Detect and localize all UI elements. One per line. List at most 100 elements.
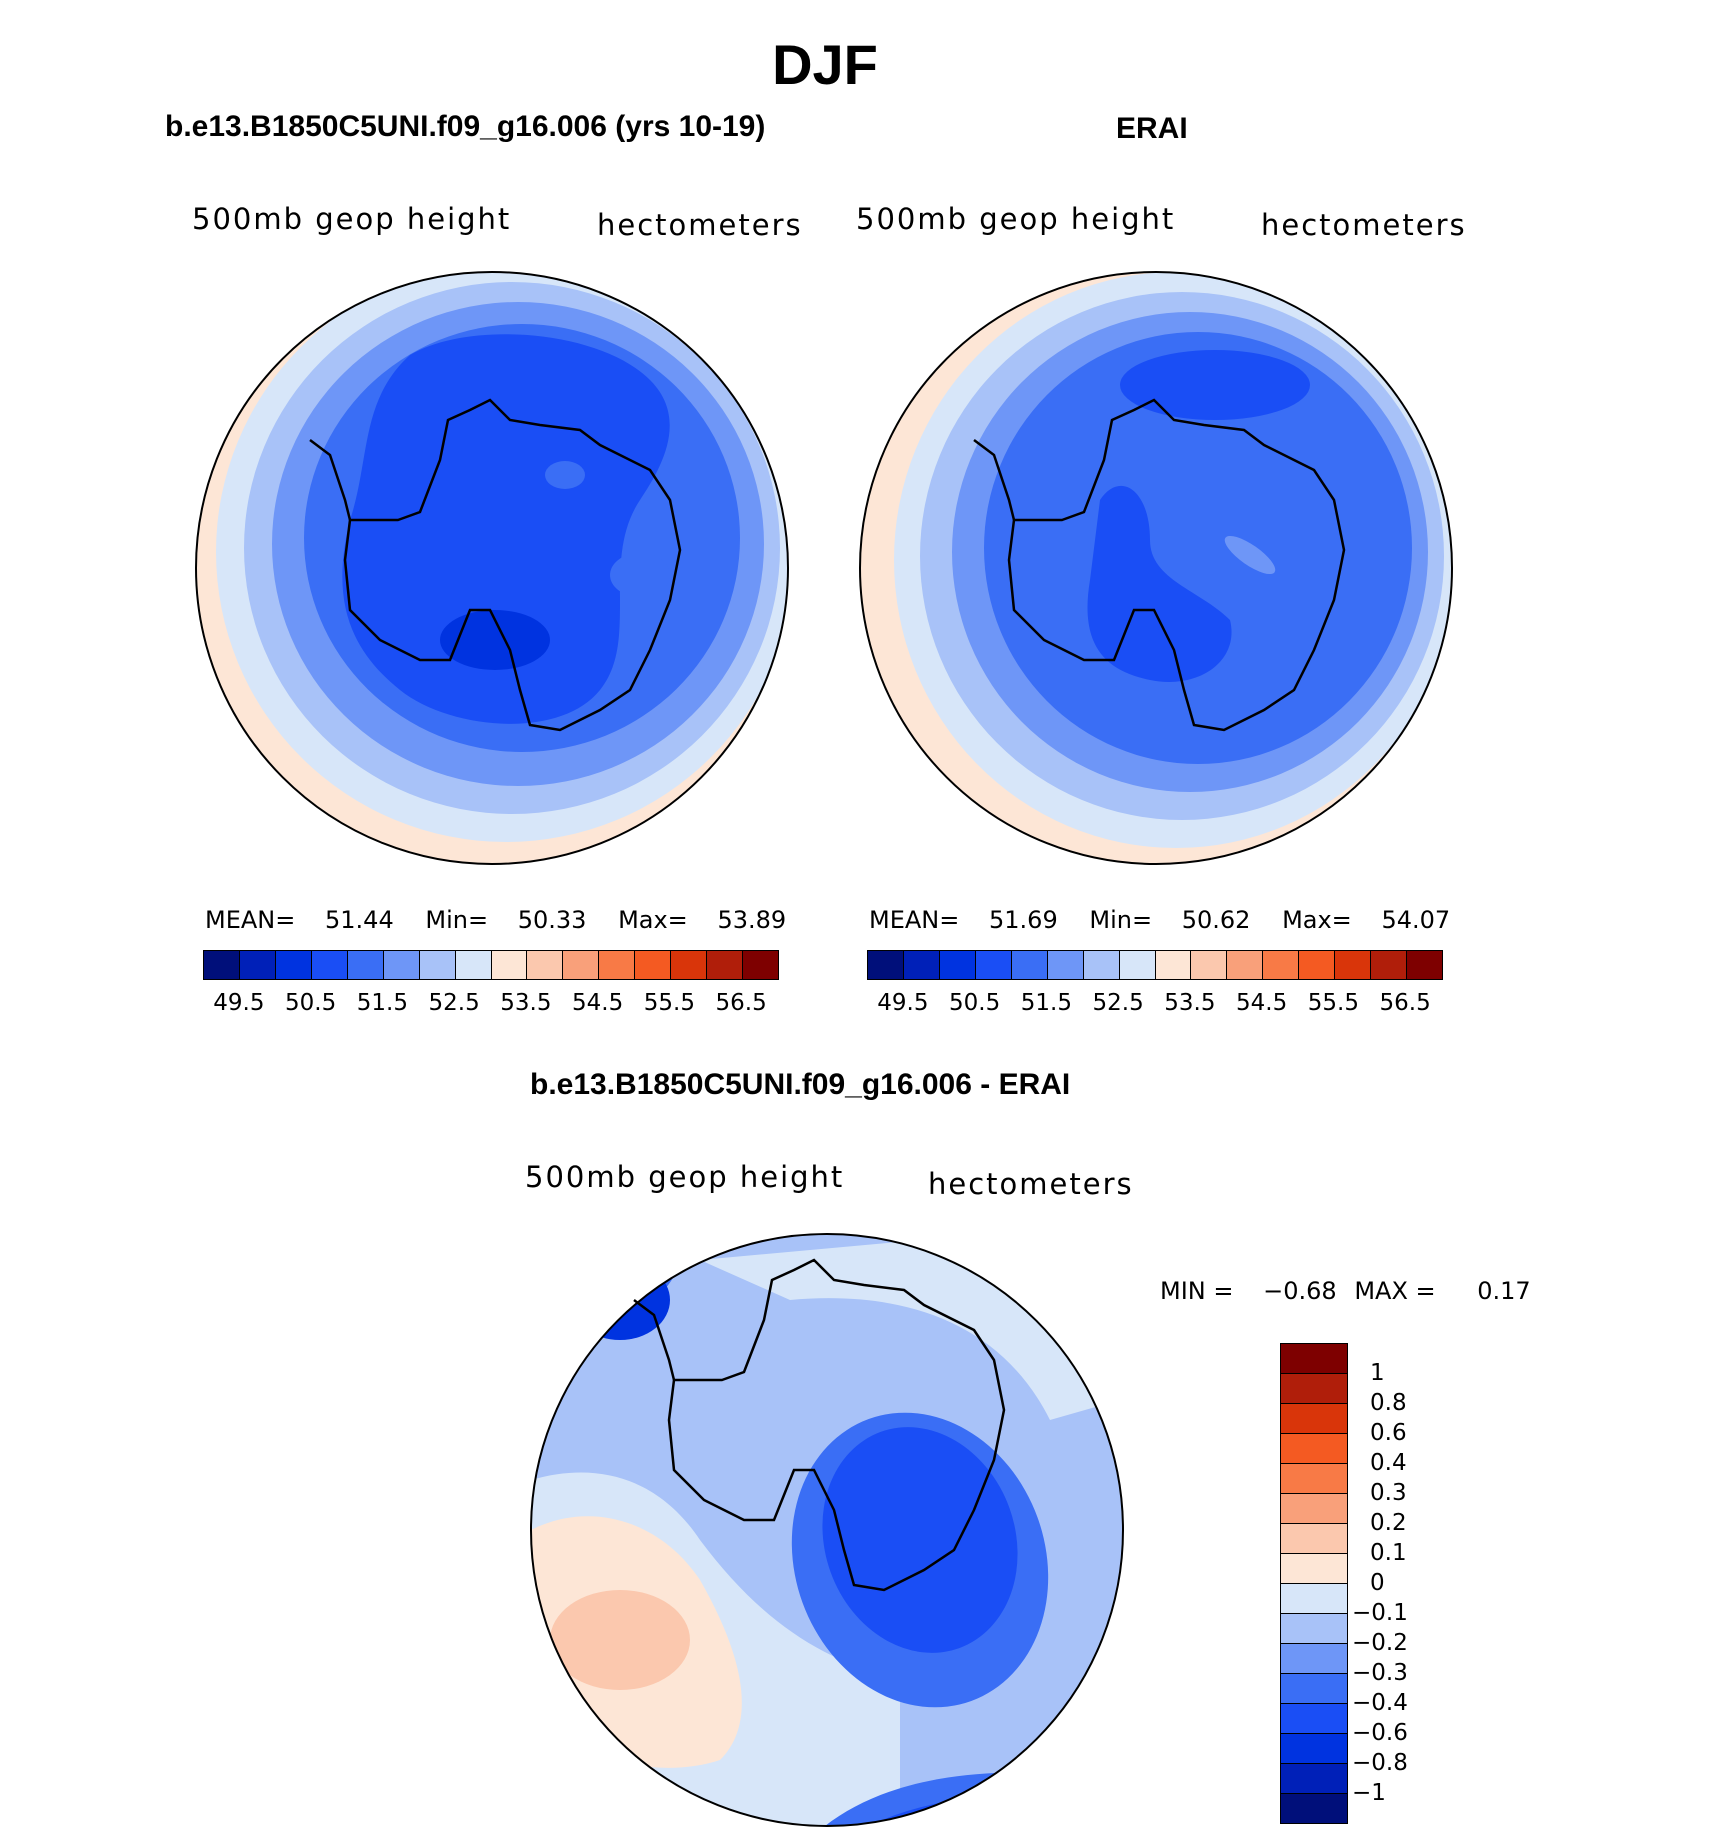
max-value: 0.17 — [1477, 1277, 1531, 1305]
colorbar-tick-label: 52.5 — [428, 990, 480, 1016]
max-label: Max= — [1282, 906, 1352, 934]
colorbar-tick-label: 51.5 — [1020, 990, 1072, 1016]
colorbar-box — [491, 951, 528, 979]
colorbar-ticks-erai: 49.5 50.5 51.5 52.5 53.5 54.5 55.5 56.5 — [867, 990, 1441, 1020]
colorbar-tick-label: −0.1 — [1352, 1600, 1408, 1626]
colorbar-box — [1263, 951, 1300, 979]
colorbar-difference — [1280, 1343, 1348, 1824]
colorbar-box — [1191, 951, 1228, 979]
colorbar-box — [707, 951, 744, 979]
variable-label-model: 500mb geop height — [192, 202, 512, 236]
colorbar-tick-label: 55.5 — [643, 990, 695, 1016]
max-value: 53.89 — [717, 906, 787, 934]
colorbar-box — [743, 951, 778, 979]
colorbar-box — [1281, 1614, 1347, 1644]
colorbar-box — [1281, 1434, 1347, 1464]
colorbar-tick-label: 50.5 — [285, 990, 337, 1016]
colorbar-tick-label: 56.5 — [1379, 990, 1431, 1016]
panel-title-model: b.e13.B1850C5UNI.f09_g16.006 (yrs 10-19) — [165, 110, 766, 143]
colorbar-box — [1281, 1764, 1347, 1794]
colorbar-tick-label: 55.5 — [1307, 990, 1359, 1016]
colorbar-box — [1155, 951, 1192, 979]
stats-model: MEAN= 51.44 Min= 50.33 Max= 53.89 — [205, 906, 786, 934]
min-value: 50.62 — [1181, 906, 1251, 934]
variable-label-difference: 500mb geop height — [525, 1160, 845, 1194]
colorbar-tick-label: 0.2 — [1370, 1510, 1407, 1536]
units-label-erai: hectometers — [1261, 208, 1467, 242]
colorbar-tick-label: 49.5 — [877, 990, 929, 1016]
colorbar-box — [419, 951, 456, 979]
colorbar-box — [1407, 951, 1442, 979]
variable-label-erai: 500mb geop height — [856, 202, 1176, 236]
stats-difference: MIN = −0.68 MAX = 0.17 — [1160, 1277, 1531, 1305]
colorbar-box — [1281, 1524, 1347, 1554]
colorbar-tick-label: 0.4 — [1370, 1450, 1407, 1476]
colorbar-box — [204, 951, 240, 979]
colorbar-box — [939, 951, 976, 979]
units-label-difference: hectometers — [928, 1167, 1134, 1201]
colorbar-box — [671, 951, 708, 979]
colorbar-box — [1281, 1464, 1347, 1494]
min-value: 50.33 — [517, 906, 587, 934]
min-value: −0.68 — [1263, 1277, 1337, 1305]
min-label: Min= — [425, 906, 489, 934]
colorbar-tick-label: 0.3 — [1370, 1480, 1407, 1506]
colorbar-box — [868, 951, 904, 979]
colorbar-erai — [867, 950, 1443, 980]
colorbar-box — [1281, 1794, 1347, 1823]
colorbar-tick-label: 49.5 — [213, 990, 265, 1016]
colorbar-box — [903, 951, 940, 979]
colorbar-box — [239, 951, 276, 979]
colorbar-tick-label: 52.5 — [1092, 990, 1144, 1016]
mean-label: MEAN= — [869, 906, 960, 934]
colorbar-tick-label: −0.6 — [1352, 1720, 1408, 1746]
mean-value: 51.44 — [325, 906, 394, 934]
max-label: MAX = — [1354, 1277, 1436, 1305]
colorbar-model — [203, 950, 779, 980]
colorbar-box — [275, 951, 312, 979]
colorbar-box — [1083, 951, 1120, 979]
colorbar-tick-label: 1 — [1370, 1360, 1385, 1386]
colorbar-tick-label: 0 — [1370, 1570, 1385, 1596]
max-label: Max= — [618, 906, 688, 934]
colorbar-box — [599, 951, 636, 979]
colorbar-tick-label: 50.5 — [949, 990, 1001, 1016]
colorbar-box — [1281, 1374, 1347, 1404]
figure-title: DJF — [772, 33, 878, 96]
colorbar-tick-label: −0.3 — [1352, 1660, 1408, 1686]
colorbar-box — [635, 951, 672, 979]
colorbar-tick-label: 0.6 — [1370, 1420, 1407, 1446]
colorbar-box — [1281, 1704, 1347, 1734]
colorbar-box — [1335, 951, 1372, 979]
colorbar-box — [1227, 951, 1264, 979]
min-label: Min= — [1089, 906, 1153, 934]
colorbar-box — [1299, 951, 1336, 979]
colorbar-box — [311, 951, 348, 979]
colorbar-tick-label: 0.1 — [1370, 1540, 1407, 1566]
colorbar-tick-label: 53.5 — [1164, 990, 1216, 1016]
colorbar-box — [975, 951, 1012, 979]
colorbar-box — [347, 951, 384, 979]
colorbar-box — [455, 951, 492, 979]
colorbar-tick-label: 53.5 — [500, 990, 552, 1016]
colorbar-box — [1281, 1644, 1347, 1674]
colorbar-box — [527, 951, 564, 979]
colorbar-box — [1281, 1584, 1347, 1614]
colorbar-box — [1281, 1554, 1347, 1584]
colorbar-ticks-model: 49.5 50.5 51.5 52.5 53.5 54.5 55.5 56.5 — [203, 990, 777, 1020]
min-label: MIN = — [1160, 1277, 1234, 1305]
units-label-model: hectometers — [597, 208, 803, 242]
colorbar-box — [1281, 1344, 1347, 1374]
colorbar-tick-label: −0.2 — [1352, 1630, 1408, 1656]
colorbar-box — [383, 951, 420, 979]
colorbar-tick-label: −0.4 — [1352, 1690, 1408, 1716]
colorbar-box — [1281, 1404, 1347, 1434]
colorbar-box — [1119, 951, 1156, 979]
mean-value: 51.69 — [989, 906, 1058, 934]
colorbar-box — [563, 951, 600, 979]
colorbar-tick-label: 51.5 — [356, 990, 408, 1016]
colorbar-box — [1281, 1674, 1347, 1704]
